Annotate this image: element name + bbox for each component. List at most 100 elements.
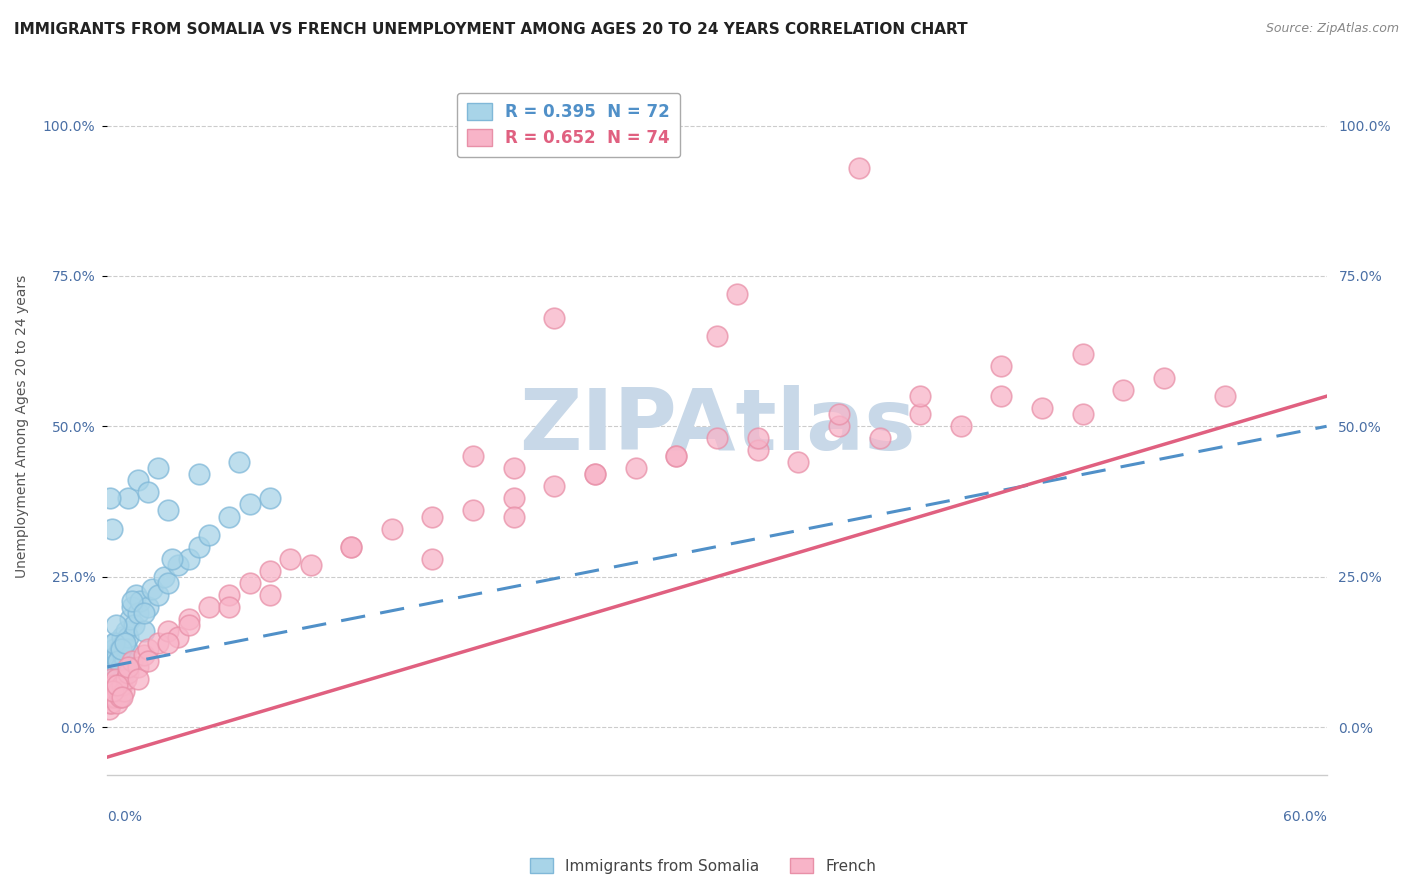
Point [110,690,132,704]
Point [97,690,120,704]
Point [101,672,124,686]
Point [127,672,149,686]
Point [105,665,128,680]
Point [117,660,139,674]
Point [502,461,524,475]
Point [157,503,180,517]
Point [110,678,132,692]
Point [583,467,606,482]
Point [157,636,180,650]
Point [665,450,688,464]
Point [110,660,132,674]
Point [136,654,159,668]
Point [114,636,136,650]
Text: IMMIGRANTS FROM SOMALIA VS FRENCH UNEMPLOYMENT AMONG AGES 20 TO 24 YEARS CORRELA: IMMIGRANTS FROM SOMALIA VS FRENCH UNEMPL… [14,22,967,37]
Point [167,558,190,572]
Point [103,678,125,692]
Point [259,564,281,578]
Point [128,593,150,607]
Point [114,624,136,638]
Point [908,407,931,421]
Point [1112,383,1135,397]
Text: 0.0%: 0.0% [107,810,142,824]
Point [104,636,127,650]
Point [98,696,121,710]
Point [141,582,163,596]
Point [117,491,139,506]
Point [121,654,143,668]
Point [543,311,565,326]
Point [101,690,124,704]
Point [665,450,688,464]
Point [101,648,124,662]
Point [121,599,143,614]
Point [104,654,127,668]
Point [381,522,404,536]
Point [908,389,931,403]
Point [218,599,240,614]
Point [136,641,159,656]
Point [101,522,124,536]
Point [725,287,748,301]
Point [98,678,121,692]
Point [706,431,728,445]
Point [103,641,125,656]
Point [98,491,121,506]
Point [228,455,250,469]
Point [239,498,262,512]
Point [146,461,169,475]
Point [117,630,139,644]
Point [107,684,129,698]
Point [127,660,149,674]
Point [100,654,122,668]
Point [97,702,120,716]
Point [110,672,132,686]
Point [108,690,131,704]
Point [132,606,155,620]
Point [112,684,135,698]
Point [218,509,240,524]
Point [103,636,125,650]
Point [278,551,301,566]
Point [259,491,281,506]
Point [1031,401,1053,416]
Point [747,443,769,458]
Point [502,491,524,506]
Point [108,641,131,656]
Point [105,672,128,686]
Point [98,678,121,692]
Point [869,431,891,445]
Point [127,474,149,488]
Point [117,665,139,680]
Point [103,678,125,692]
Point [167,630,190,644]
Point [121,593,143,607]
Point [100,672,122,686]
Point [111,648,134,662]
Point [146,588,169,602]
Point [107,665,129,680]
Point [157,624,180,638]
Point [101,665,124,680]
Text: ZIPAtlas: ZIPAtlas [519,384,915,467]
Point [187,540,209,554]
Point [502,509,524,524]
Point [1071,407,1094,421]
Point [177,617,200,632]
Point [828,407,851,421]
Point [107,678,129,692]
Point [259,588,281,602]
Point [108,690,131,704]
Point [990,359,1012,373]
Point [1153,371,1175,385]
Point [107,660,129,674]
Point [112,636,135,650]
Point [132,624,155,638]
Point [105,648,128,662]
Point [461,450,484,464]
Point [97,690,120,704]
Point [115,641,138,656]
Point [98,684,121,698]
Point [198,527,221,541]
Point [787,455,810,469]
